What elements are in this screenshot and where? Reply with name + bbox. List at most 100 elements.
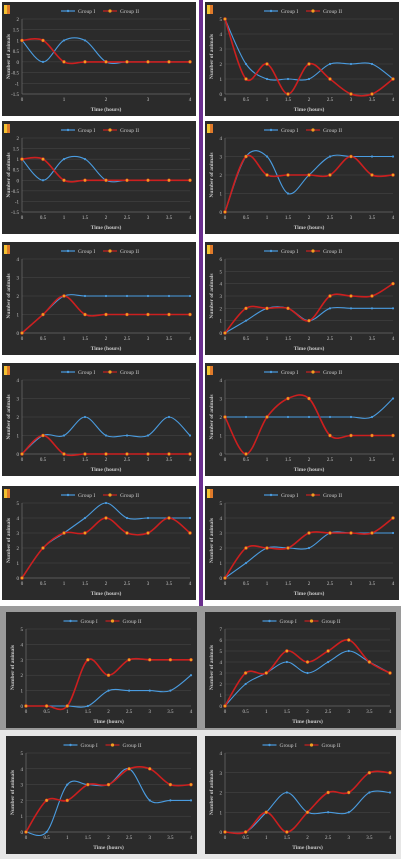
y-tick-label: -1 xyxy=(15,200,20,205)
chart-svg: 0 1 2 3 4 0 0.5 1 1.5 2 2.5 3 3.5 4 Time (hours) Number… xyxy=(6,370,192,473)
data-point xyxy=(83,60,87,64)
data-point xyxy=(65,704,70,708)
data-point xyxy=(127,766,131,771)
legend-label-2: Group II xyxy=(322,619,341,625)
x-tick-label: 4 xyxy=(189,337,192,342)
data-point xyxy=(20,452,24,456)
x-tick-label: 4 xyxy=(392,582,395,587)
legend-label-2: Group II xyxy=(323,128,342,134)
legend-marker-1 xyxy=(66,493,70,497)
data-point xyxy=(244,62,248,66)
y-tick-label: 1 xyxy=(17,562,20,567)
y-tick-label: 1 xyxy=(21,690,24,695)
x-tick-label: 1 xyxy=(63,458,66,463)
data-point xyxy=(167,294,171,298)
y-tick-label: 0 xyxy=(17,61,20,66)
data-point xyxy=(188,531,192,535)
y-tick-label: 0 xyxy=(220,453,223,458)
chart-panel-1: -1.5 -1 -0.5 0 0.5 1 1.5 2 0 1 2 3 4 Time (hours) Numb… xyxy=(2,2,196,116)
series-line-1 xyxy=(224,18,394,81)
data-point xyxy=(188,294,192,298)
x-tick-label: 1 xyxy=(63,216,66,221)
data-point xyxy=(388,791,392,794)
data-point xyxy=(62,531,66,535)
data-point xyxy=(370,62,374,66)
chart-svg: -1.5 -1 -0.5 0 0.5 1 1.5 2 0 0.5 1 1.5 2 2.5 3 3.5 4 Time… xyxy=(6,128,192,231)
data-point xyxy=(127,658,131,662)
data-point xyxy=(83,452,87,456)
y-axis-label: Number of animals xyxy=(209,273,215,318)
x-tick-label: 3 xyxy=(350,98,353,103)
data-point xyxy=(223,17,227,21)
y-tick-label: 7 xyxy=(220,628,223,633)
x-tick-label: 1 xyxy=(63,98,66,103)
y-tick-label: 2 xyxy=(220,416,223,421)
data-point xyxy=(24,704,28,708)
x-tick-label: 4 xyxy=(392,216,395,221)
data-point xyxy=(188,178,192,183)
data-point xyxy=(125,294,129,298)
y-tick-label: 2 xyxy=(17,416,20,421)
data-point xyxy=(328,307,332,310)
data-point xyxy=(147,766,152,771)
x-tick-label: 2.5 xyxy=(327,216,334,221)
data-point xyxy=(146,452,150,456)
data-point xyxy=(188,452,192,456)
data-point xyxy=(167,415,171,419)
y-tick-label: 5 xyxy=(21,752,24,757)
data-point xyxy=(83,312,87,317)
x-tick-label: 0.5 xyxy=(243,458,250,463)
x-tick-label: 1 xyxy=(266,458,269,463)
y-tick-label: 0 xyxy=(220,831,223,836)
y-tick-label: 0.5 xyxy=(13,50,20,55)
x-tick-label: 4 xyxy=(190,710,193,715)
x-axis-label: Time (hours) xyxy=(292,718,323,725)
data-point xyxy=(125,60,129,64)
data-point xyxy=(349,294,353,298)
y-tick-label: 3 xyxy=(220,672,223,677)
legend-marker-2 xyxy=(108,128,112,132)
legend-marker-2 xyxy=(311,128,315,132)
x-tick-label: 1 xyxy=(66,836,69,841)
data-point xyxy=(326,790,330,795)
data-point xyxy=(265,173,269,177)
x-tick-label: 0.5 xyxy=(243,337,250,342)
x-tick-label: 1 xyxy=(66,710,69,715)
data-point xyxy=(146,434,150,437)
data-point xyxy=(391,281,395,286)
chart-svg: 0 1 2 3 4 5 6 0 0.5 1 1.5 2 2.5 3 3.5 4 Time (hours) Numb… xyxy=(209,249,395,352)
data-point xyxy=(286,546,290,550)
data-point xyxy=(391,173,395,177)
x-tick-label: 0 xyxy=(224,216,227,221)
chart-svg: 0 1 2 3 4 0 0.5 1 1.5 2 2.5 3 3.5 4 Time (hours) Number… xyxy=(209,370,395,473)
data-point xyxy=(104,60,108,64)
x-tick-label: 1.5 xyxy=(284,710,291,715)
data-point xyxy=(328,531,332,535)
data-point xyxy=(125,531,129,535)
y-tick-label: 0 xyxy=(21,705,24,710)
y-tick-label: 0 xyxy=(17,332,20,337)
data-point xyxy=(349,62,353,66)
data-point xyxy=(62,39,66,42)
data-point xyxy=(367,770,372,775)
data-point xyxy=(167,60,171,64)
x-axis-label: Time (hours) xyxy=(91,466,122,473)
legend-marker-2 xyxy=(108,493,112,497)
data-point xyxy=(328,62,332,66)
data-point xyxy=(347,649,350,653)
data-point xyxy=(223,210,227,214)
x-tick-label: 1.5 xyxy=(82,582,89,587)
legend-marker-1 xyxy=(66,249,70,253)
data-point xyxy=(349,92,353,96)
data-point xyxy=(307,62,311,66)
y-tick-label: 2 xyxy=(17,295,20,300)
data-point xyxy=(20,576,24,580)
y-tick-label: 2 xyxy=(220,792,223,797)
series-line-1 xyxy=(21,155,191,183)
x-tick-label: 0.5 xyxy=(44,836,51,841)
data-point xyxy=(107,689,110,692)
y-tick-label: 4 xyxy=(220,379,223,384)
y-axis-label: Number of animals xyxy=(6,518,12,563)
x-tick-label: 0 xyxy=(224,337,227,342)
x-tick-label: 0 xyxy=(224,98,227,103)
